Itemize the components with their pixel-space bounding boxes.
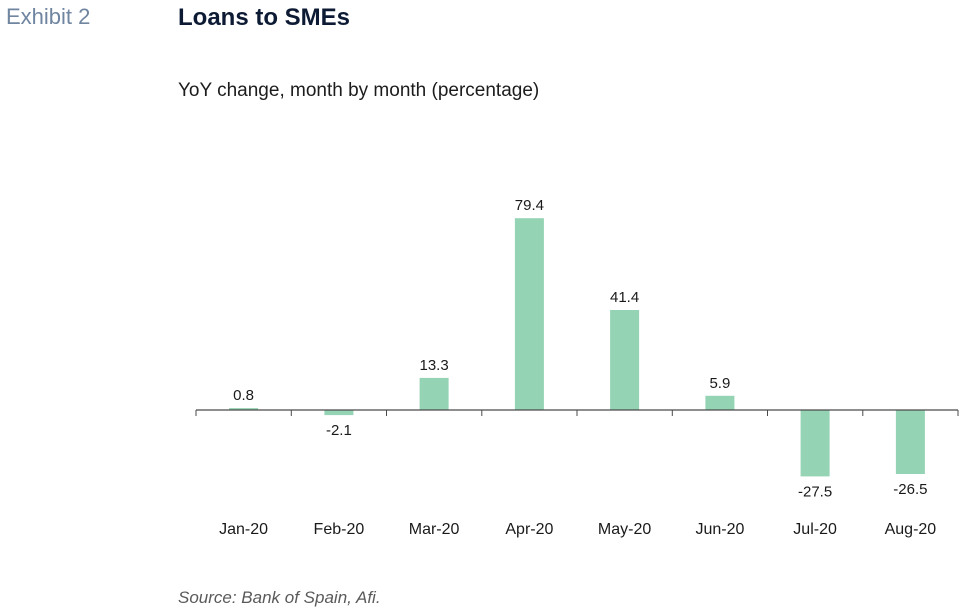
x-axis [195, 409, 959, 416]
value-label-mar-20: 13.3 [419, 357, 448, 374]
bar-jun-20 [705, 395, 735, 410]
value-labels-group: 0.8 -2.1 13.3 79.4 41.4 5.9 -27.5 -26.5 [233, 197, 927, 500]
bar-apr-20 [514, 218, 544, 410]
bar-jan-20 [229, 408, 259, 410]
category-label-jan-20: Jan-20 [219, 521, 268, 538]
value-label-feb-20: -2.1 [326, 422, 352, 439]
exhibit-label: Exhibit 2 [6, 4, 91, 29]
value-label-jan-20: 0.8 [233, 387, 254, 404]
value-label-aug-20: -26.5 [893, 481, 927, 498]
source-note: Source: Bank of Spain, Afi. [178, 588, 381, 607]
category-label-may-20: May-20 [598, 521, 651, 538]
category-label-feb-20: Feb-20 [314, 521, 365, 538]
bar-jul-20 [800, 410, 830, 477]
category-label-jul-20: Jul-20 [793, 521, 837, 538]
bar-feb-20 [324, 410, 354, 416]
chart-subtitle: YoY change, month by month (percentage) [178, 80, 540, 101]
value-label-jun-20: 5.9 [709, 375, 730, 392]
bar-may-20 [610, 310, 640, 410]
bar-aug-20 [895, 410, 925, 474]
category-label-aug-20: Aug-20 [885, 521, 937, 538]
chart-title: Loans to SMEs [178, 4, 351, 31]
value-label-apr-20: 79.4 [515, 197, 544, 214]
value-label-may-20: 41.4 [610, 289, 639, 306]
bar-mar-20 [419, 377, 449, 410]
category-label-mar-20: Mar-20 [409, 521, 460, 538]
category-label-jun-20: Jun-20 [695, 521, 744, 538]
value-label-jul-20: -27.5 [798, 483, 832, 500]
category-label-apr-20: Apr-20 [505, 521, 553, 538]
bars-group [229, 218, 925, 477]
category-labels-group: Jan-20 Feb-20 Mar-20 Apr-20 May-20 Jun-20 Jul-… [219, 521, 936, 538]
